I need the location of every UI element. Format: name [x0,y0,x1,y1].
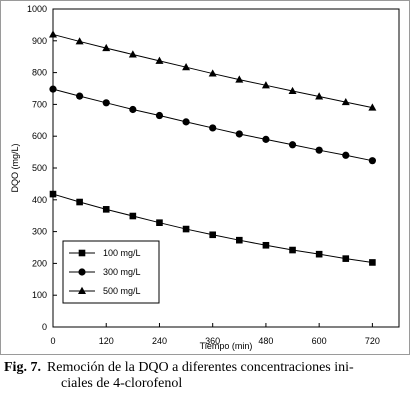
legend-marker [78,286,86,294]
x-tick-label: 600 [312,336,327,346]
data-point [342,151,350,159]
data-point [102,99,110,107]
y-tick-label: 400 [32,195,47,205]
legend-marker [78,268,86,276]
x-tick-label: 480 [258,336,273,346]
caption-line-1: Remoción de la DQO a diferentes concentr… [46,360,354,375]
data-point [49,30,57,38]
x-tick-label: 240 [152,336,167,346]
caption-label: Fig. 7. [4,360,41,375]
data-point [262,135,270,143]
data-point [49,190,57,198]
data-point [288,141,297,149]
data-point [341,97,350,106]
data-point [342,255,350,262]
y-tick-label: 300 [32,227,47,237]
dqo-line-chart: 0 100 200 300 400 500 600 700 800 900 1000 0 120 240 3… [10,4,400,351]
data-point [128,50,137,58]
legend-marker [78,249,86,257]
data-point [369,259,376,266]
data-point [76,92,84,100]
y-tick-label: 700 [32,99,47,109]
data-point [129,105,137,114]
x-tick-label: 120 [99,336,114,346]
x-tick-label: 360 [205,336,220,346]
figure-frame: 0 100 200 300 400 500 600 700 800 900 1000 0 120 240 3… [0,0,410,355]
data-point [75,37,84,45]
data-point [315,146,323,154]
y-tick-label: 600 [32,131,47,141]
data-point [315,92,324,100]
data-point [208,69,217,77]
y-tick-label: 0 [42,322,47,332]
y-tick-label: 1000 [27,4,47,14]
series-triangle [49,30,377,111]
data-point [288,86,297,95]
data-point [182,118,190,126]
data-point [315,250,323,258]
data-point [209,231,216,239]
data-point [76,198,83,206]
y-tick-label: 900 [32,36,47,46]
data-point [129,212,137,220]
series-layer [49,30,377,266]
y-tick-label: 500 [32,163,47,173]
y-tick-label: 800 [32,68,47,78]
series-circle [49,85,376,165]
data-point [368,103,377,111]
data-point [368,157,376,165]
caption-line-2: ciales de 4-clorofenol [61,376,183,391]
legend-label: 100 mg/L [103,248,141,258]
y-axis-title: DQO (mg/L) [10,143,20,192]
legend-label: 500 mg/L [103,286,141,296]
data-point [235,75,244,83]
data-point [262,241,270,249]
x-axis-title: Tiempo (min) [200,341,253,351]
series-square [49,190,376,266]
axes: 0 100 200 300 400 500 600 700 800 900 1000 0 120 240 3… [10,4,400,351]
y-tick-label: 200 [32,258,47,268]
data-point [156,219,163,226]
data-point [235,130,243,138]
data-point [102,206,110,213]
x-tick-label: 720 [365,336,380,346]
legend-label: 300 mg/L [103,267,141,277]
data-point [209,124,217,132]
data-point [261,81,270,89]
data-point [182,62,191,71]
data-point [155,111,164,120]
data-point [182,225,190,233]
data-point [289,246,296,254]
data-point [102,43,111,52]
data-point [236,236,243,244]
data-point [155,56,164,64]
y-tick-label: 100 [32,290,47,300]
legend: 100 mg/L 300 mg/L 500 mg/L [62,240,160,304]
x-tick-label: 0 [50,336,55,346]
figure-caption: Fig. 7. Remoción de la DQO a diferentes c… [4,360,416,392]
data-point [49,85,57,93]
